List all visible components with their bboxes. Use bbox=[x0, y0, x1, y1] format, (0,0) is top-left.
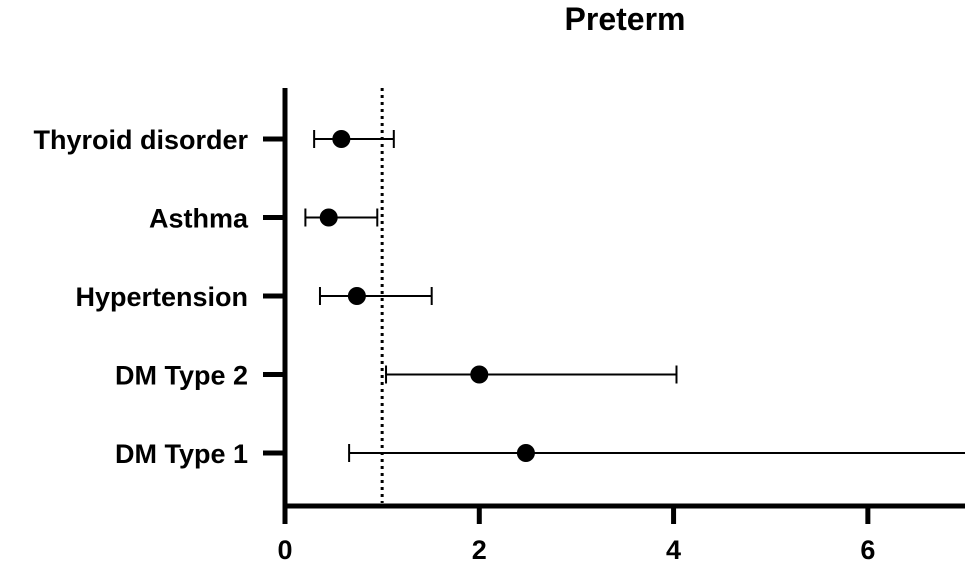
plot-area: 0 2 4 6 Thyroid disorder Asthma Hypertension DM… bbox=[33, 88, 965, 564]
data-point bbox=[516, 444, 535, 462]
category-label: DM Type 1 bbox=[115, 439, 248, 469]
category-label: Asthma bbox=[149, 204, 249, 234]
x-tick-label: 0 bbox=[277, 535, 292, 564]
x-tick-label: 6 bbox=[860, 535, 875, 564]
data-point bbox=[347, 287, 366, 305]
category-label: DM Type 2 bbox=[115, 361, 248, 391]
category-label: Thyroid disorder bbox=[33, 125, 248, 155]
x-tick-label: 4 bbox=[666, 535, 681, 564]
data-point bbox=[470, 365, 489, 384]
data-point bbox=[319, 208, 338, 227]
x-tick-label: 2 bbox=[472, 535, 487, 564]
category-label: Hypertension bbox=[75, 282, 248, 312]
chart-title: Preterm bbox=[565, 1, 686, 37]
data-point bbox=[332, 130, 351, 148]
